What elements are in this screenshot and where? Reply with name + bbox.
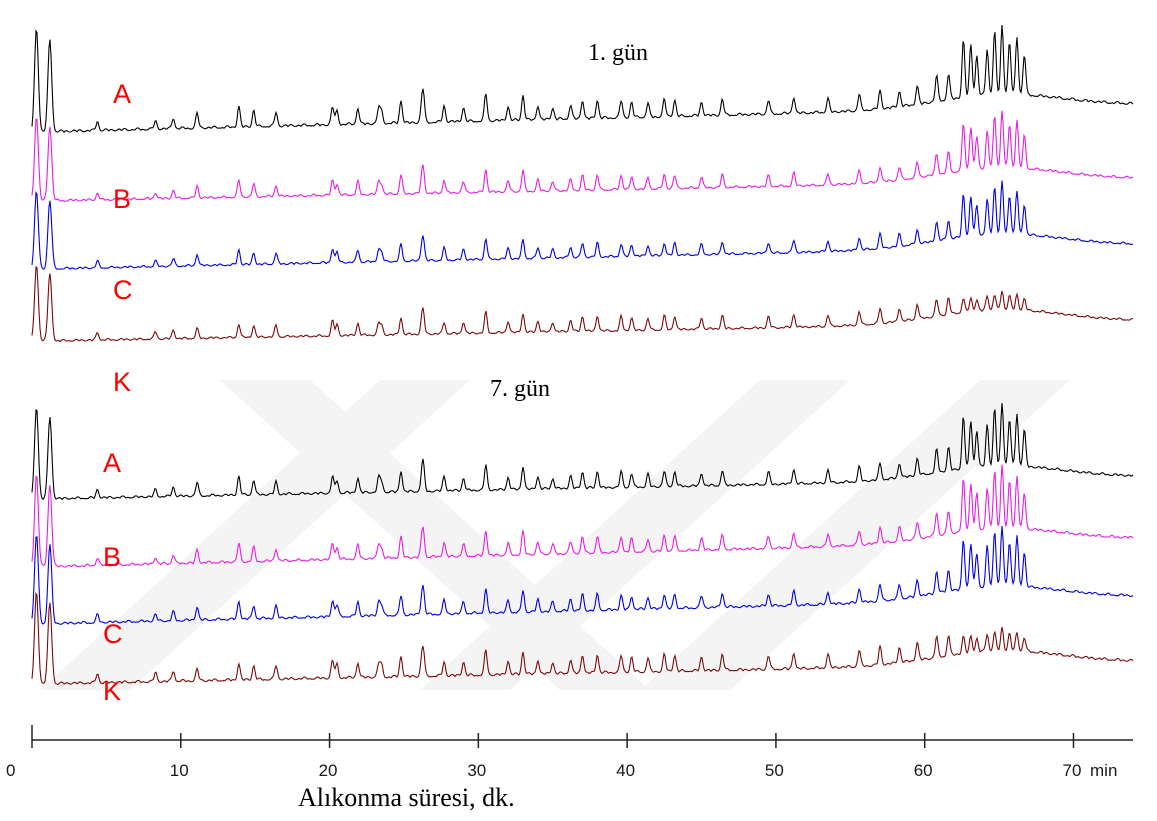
x-tick-label: 40 [616, 761, 635, 780]
series-label-K: K [103, 676, 121, 706]
x-tick-label: 20 [319, 761, 338, 780]
trace-B-day7 [31, 464, 1134, 568]
x-tick-label: 0 [6, 761, 15, 780]
trace-A-day1 [31, 24, 1134, 134]
panel-title-day7: 7. gün [490, 376, 550, 402]
series-label-B: B [113, 184, 131, 214]
x-axis-ticks: 0 10 20 30 40 50 60 70 [6, 725, 1081, 780]
x-axis: 0 10 20 30 40 50 60 70 min [6, 725, 1133, 780]
x-tick-label: 60 [914, 761, 933, 780]
trace-B-day1 [31, 110, 1134, 202]
series-label-A: A [103, 448, 121, 478]
watermark [40, 380, 1070, 690]
series-label-C: C [113, 275, 133, 305]
x-tick-label: 30 [467, 761, 486, 780]
trace-K-day1 [31, 265, 1134, 343]
x-axis-title: Alıkonma süresi, dk. [298, 783, 515, 812]
trace-C-day7 [31, 525, 1134, 625]
chromatogram-traces [31, 24, 1134, 686]
trace-A-day7 [31, 403, 1134, 501]
panel-title-day1: 1. gün [588, 40, 648, 66]
trace-K-day7 [31, 591, 1134, 686]
x-tick-label: 10 [170, 761, 189, 780]
x-axis-unit: min [1090, 761, 1117, 780]
x-tick-label: 70 [1062, 761, 1081, 780]
series-label-C: C [103, 619, 123, 649]
series-label-K: K [113, 367, 131, 397]
series-label-A: A [113, 79, 131, 109]
trace-C-day1 [31, 180, 1134, 270]
x-tick-label: 50 [765, 761, 784, 780]
series-label-B: B [103, 542, 121, 572]
